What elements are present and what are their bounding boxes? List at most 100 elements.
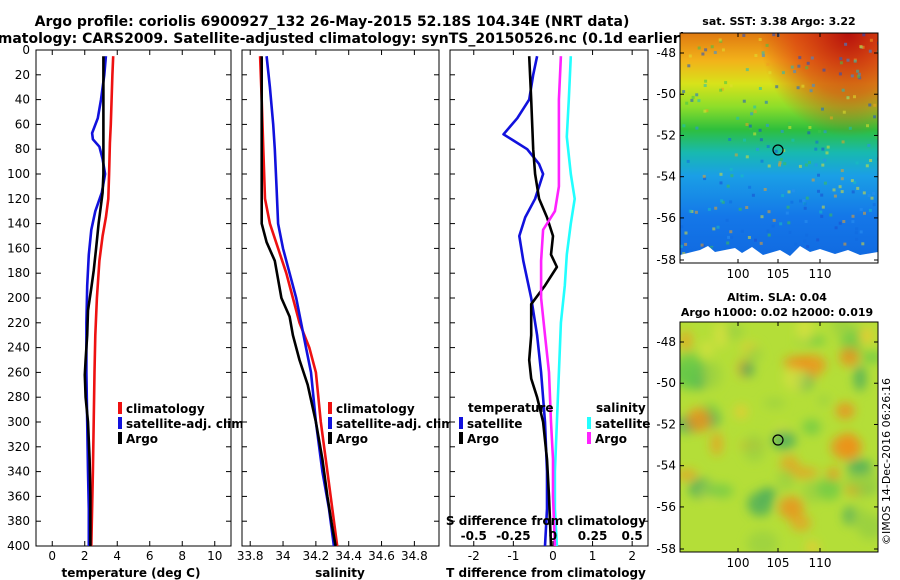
sst-pixel — [780, 129, 784, 133]
sst-pixel — [793, 70, 797, 74]
sst-pixel — [826, 145, 830, 149]
sst-pixel — [748, 126, 752, 130]
sst-pixel — [713, 51, 717, 54]
sst-pixel — [760, 159, 764, 163]
legend-label-sal-argo: Argo — [595, 432, 627, 446]
sst-pixel — [806, 61, 810, 65]
sst-pixel — [721, 48, 725, 52]
sst-pixel — [682, 252, 686, 256]
sla-anomaly — [806, 540, 819, 552]
map-x-tick-label: 105 — [767, 267, 790, 281]
map-x-tick-label: 100 — [727, 556, 750, 570]
legend-swatch-satellite — [328, 417, 332, 429]
sst-pixel — [820, 193, 824, 197]
y-tick-label: 0 — [22, 43, 30, 57]
sla-anomaly — [817, 394, 830, 406]
sla-anomaly — [743, 434, 766, 463]
legend-label-temp-satellite: satellite — [467, 417, 522, 431]
sla-anomaly — [839, 347, 860, 367]
sst-pixel — [706, 79, 710, 83]
sst-pixel — [742, 99, 746, 103]
sst-pixel — [838, 185, 842, 189]
sst-map-axes: 100 105 110 -48 -50 -52 -54 -56 -58 — [656, 33, 878, 281]
sst-pixel — [694, 210, 698, 214]
sst-pixel — [686, 159, 690, 163]
map-y-tick-label: -52 — [656, 128, 676, 142]
salinity-x-axis: 33.8 34 34.2 34.4 34.6 34.8 — [237, 49, 439, 563]
depth-axis: 0 20 40 60 80 100 120 140 160 180 200 220 240 260 280 3… — [7, 43, 30, 553]
sst-pixel — [761, 51, 765, 55]
legend-swatch-climatology — [118, 402, 122, 414]
y-tick-label: 300 — [7, 415, 30, 429]
sst-pixel — [841, 140, 845, 144]
x-tick-label: 34.8 — [401, 549, 428, 563]
sst-pixel — [688, 209, 692, 213]
sst-pixel — [704, 81, 708, 85]
chart-title-line2: Climatology: CARS2009. Satellite-adjuste… — [0, 31, 686, 47]
argo-location-marker — [772, 434, 784, 446]
y-tick-label: 240 — [7, 341, 30, 355]
sst-pixel — [868, 103, 872, 107]
sst-pixel — [688, 54, 692, 58]
sst-pixel — [851, 190, 855, 194]
sst-pixel — [822, 68, 826, 72]
difference-xlabel2: S difference from climatology — [446, 514, 646, 528]
sst-pixel — [729, 168, 733, 171]
sst-pixel — [798, 164, 802, 168]
argo-location-marker — [772, 144, 784, 156]
sst-pixel — [730, 235, 734, 239]
x-tick-label: 34.6 — [368, 549, 395, 563]
sla-anomaly — [701, 483, 734, 499]
sst-pixel — [833, 194, 837, 198]
sla-anomaly — [680, 468, 698, 481]
sla-anomaly — [776, 468, 796, 491]
sst-pixel — [840, 177, 844, 181]
sla-anomaly — [858, 519, 878, 541]
map-y-tick-label: -48 — [656, 335, 676, 349]
sst-pixel — [841, 88, 845, 92]
sst-pixel — [726, 241, 730, 245]
sst-pixel — [859, 208, 863, 212]
sst-pixel — [703, 84, 707, 87]
sst-pixel — [734, 153, 738, 157]
sst-pixel — [767, 164, 771, 168]
sla-anomaly — [830, 322, 851, 329]
sla-anomaly — [852, 473, 878, 496]
sst-pixel — [697, 99, 701, 103]
sst-pixel — [747, 236, 751, 239]
sst-pixel — [787, 221, 791, 225]
sla-anomaly — [802, 419, 821, 435]
sst-pixel — [695, 93, 699, 97]
sla-texture — [680, 322, 878, 552]
sst-pixel — [805, 66, 809, 70]
map-x-tick-label: 105 — [767, 556, 790, 570]
x2-tick-label: -0.25 — [496, 529, 531, 543]
x-tick-label: -2 — [468, 549, 480, 563]
sst-pixel — [705, 109, 709, 113]
sla-anomaly — [783, 355, 811, 370]
sst-pixel — [761, 54, 765, 57]
sst-pixel — [787, 122, 791, 125]
legend-label-sal-satellite: satellite — [595, 417, 650, 431]
y-tick-label: 140 — [7, 217, 30, 231]
sst-pixel — [753, 132, 757, 136]
sst-pixel — [772, 33, 776, 37]
sst-pixel — [853, 95, 856, 99]
sst-pixel — [846, 96, 850, 100]
y-tick-label: 320 — [7, 440, 30, 454]
sst-pixel — [779, 222, 783, 226]
x-tick-label: 34.2 — [303, 549, 330, 563]
sst-pixel — [838, 221, 842, 225]
sst-pixel — [721, 87, 724, 91]
sst-pixel — [766, 62, 770, 66]
sst-pixel — [850, 74, 854, 78]
sst-pixel — [716, 225, 720, 229]
series-line-argo — [260, 56, 337, 547]
sst-pixel — [829, 213, 833, 217]
y-tick-label: 280 — [7, 390, 30, 404]
legend-label-satellite: satellite-adj. clim. — [126, 417, 248, 431]
map-y-tick-label: -48 — [656, 46, 676, 60]
sst-pixel — [680, 244, 683, 248]
sst-pixel — [745, 68, 749, 72]
sst-pixel — [840, 190, 844, 194]
